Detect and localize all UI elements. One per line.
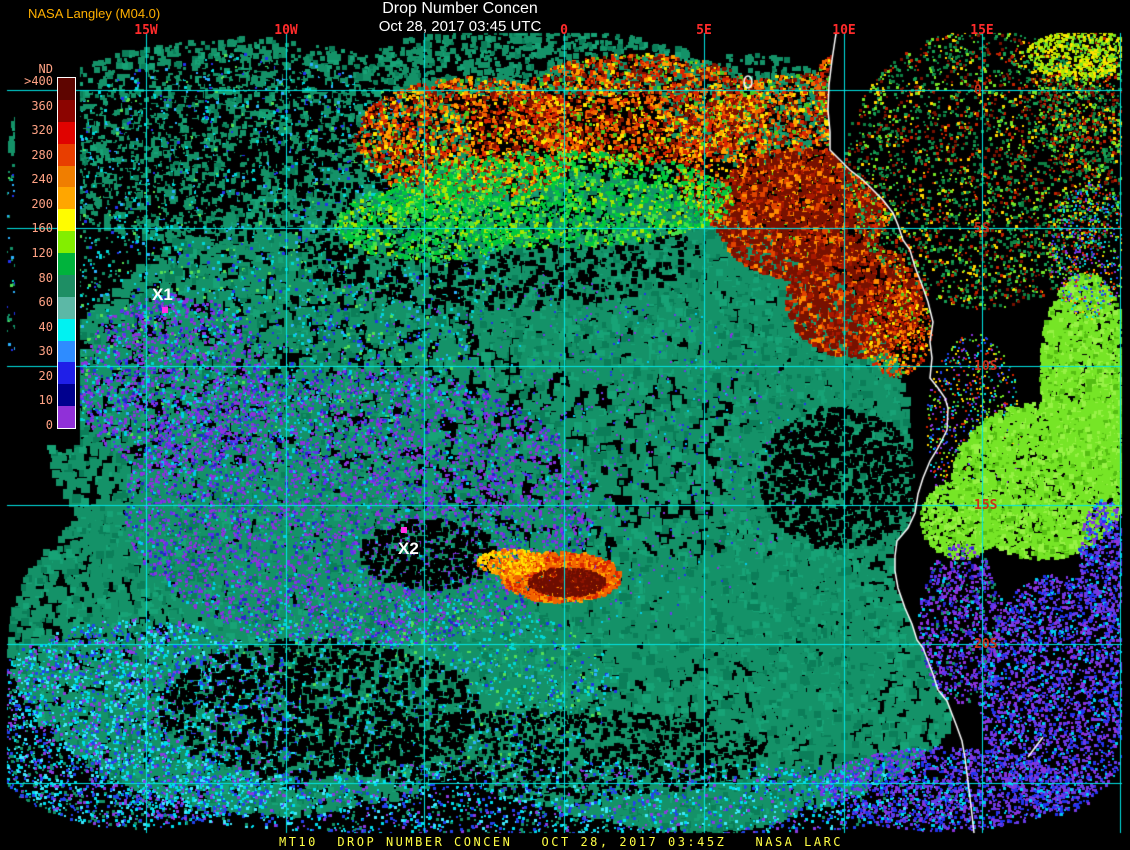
- colorbar-segment: [58, 318, 75, 341]
- nasa-credit-label: NASA Langley (M04.0): [28, 6, 161, 21]
- legend-label-20: 20: [38, 368, 53, 383]
- colorbar-segment: [58, 362, 75, 385]
- colorbar-segment: [58, 187, 75, 210]
- legend-label-240: 240: [31, 172, 53, 187]
- lon-label-10E: 10E: [832, 23, 856, 38]
- legend-label-280: 280: [31, 147, 53, 162]
- colorbar-segment: [58, 143, 75, 166]
- colorbar-segment: [58, 78, 75, 100]
- legend-label-200: 200: [31, 196, 53, 211]
- colorbar-segment: [58, 253, 75, 275]
- lon-label-15W: 15W: [134, 23, 158, 38]
- colorbar-segment: [58, 231, 75, 253]
- colorbar: [57, 77, 76, 429]
- colorbar-segment: [58, 340, 75, 363]
- lat-label-5S: 5S: [974, 221, 990, 236]
- legend-label-40: 40: [38, 319, 53, 334]
- page-subtitle: Oct 28, 2017 03:45 UTC: [378, 18, 542, 35]
- legend-label-360: 360: [31, 98, 53, 113]
- colorbar-segment: [58, 209, 75, 232]
- lat-label-10S: 10S: [974, 359, 998, 374]
- marker-square-X2: [401, 527, 407, 533]
- lat-label-15S: 15S: [974, 498, 998, 513]
- marker-X2: X2: [398, 539, 419, 558]
- colorbar-segment: [58, 121, 75, 144]
- colorbar-segment: [58, 99, 75, 122]
- legend-label-120: 120: [31, 246, 53, 260]
- legend-label-10: 10: [38, 393, 53, 408]
- colorbar-segment: [58, 274, 75, 297]
- legend-label-80: 80: [38, 270, 53, 285]
- marker-X1: X1: [152, 285, 173, 304]
- title-block: Drop Number Concen Oct 28, 2017 03:45 UT…: [260, 0, 660, 36]
- lon-label-5E: 5E: [696, 23, 712, 38]
- lon-label-0: 0: [560, 23, 568, 38]
- colorbar-segment: [58, 406, 75, 428]
- colorbar-segment: [58, 384, 75, 407]
- legend-label-320: 320: [31, 123, 53, 138]
- marker-square-X1: [162, 307, 168, 313]
- legend-label->400: >400: [24, 74, 53, 88]
- legend-label-160: 160: [31, 221, 53, 236]
- page-title: Drop Number Concen: [382, 0, 538, 17]
- lat-label-0: 0: [974, 83, 982, 98]
- colorbar-segment: [58, 296, 75, 319]
- lon-label-10W: 10W: [274, 23, 298, 38]
- lat-label-20S: 20S: [974, 637, 998, 652]
- legend-label-0: 0: [45, 418, 53, 432]
- lon-label-15E: 15E: [970, 23, 994, 38]
- colorbar-segment: [58, 165, 75, 188]
- footer-status-bar: MT10 DROP NUMBER CONCEN OCT 28, 2017 03:…: [278, 835, 844, 849]
- legend-label-60: 60: [38, 295, 53, 310]
- legend-label-30: 30: [38, 344, 53, 359]
- legend-title: ND: [38, 62, 53, 76]
